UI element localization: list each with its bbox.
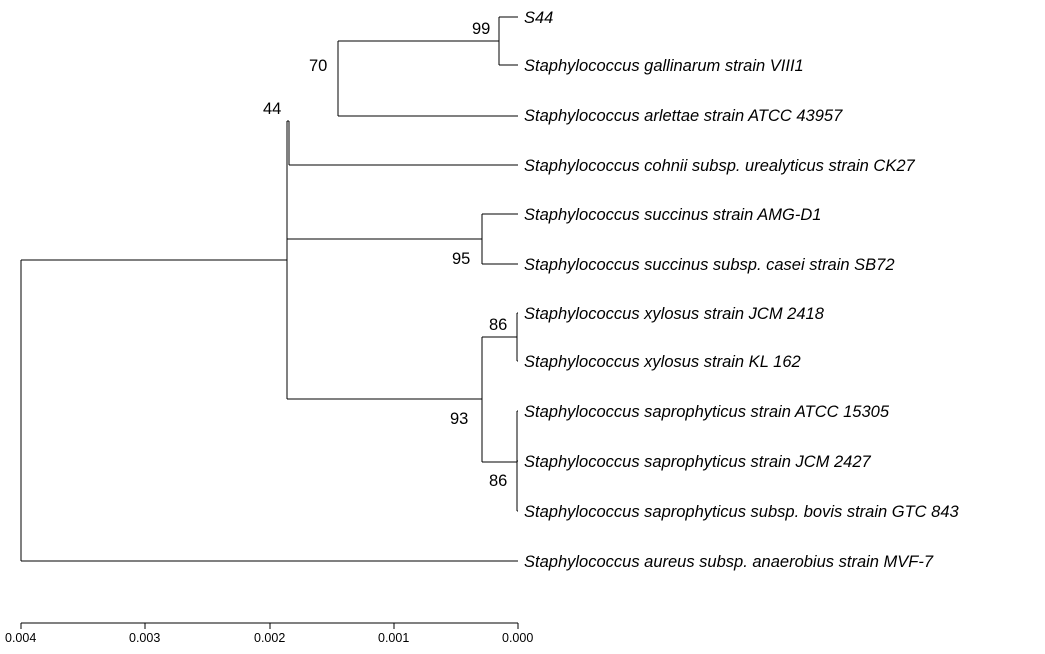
scale-label-0000: 0.000 <box>502 631 533 645</box>
bootstrap-44: 44 <box>263 100 281 118</box>
scale-label-0003: 0.003 <box>129 631 160 645</box>
taxon-label-saprophyticus-jcm: Staphylococcus saprophyticus strain JCM … <box>524 453 871 471</box>
bootstrap-95: 95 <box>452 250 470 268</box>
bootstrap-86-xylosus: 86 <box>489 316 507 334</box>
bootstrap-labels: 99 70 44 95 86 93 86 <box>263 20 507 490</box>
bootstrap-86-saprophyticus: 86 <box>489 472 507 490</box>
taxon-label-xylosus-jcm: Staphylococcus xylosus strain JCM 2418 <box>524 305 825 323</box>
taxon-label-gallinarum: Staphylococcus gallinarum strain VIII1 <box>524 57 804 75</box>
taxon-label-saprophyticus-bovis: Staphylococcus saprophyticus subsp. bovi… <box>524 503 960 521</box>
taxon-label-cohnii: Staphylococcus cohnii subsp. urealyticus… <box>524 157 916 175</box>
bootstrap-93: 93 <box>450 410 468 428</box>
bootstrap-70: 70 <box>309 57 327 75</box>
taxon-label-xylosus-kl: Staphylococcus xylosus strain KL 162 <box>524 353 801 371</box>
scale-axis: 0.004 0.003 0.002 0.001 0.000 <box>5 622 533 645</box>
tree-branches <box>20 16 518 562</box>
taxon-label-succinus-casei: Staphylococcus succinus subsp. casei str… <box>524 256 895 274</box>
taxon-label-saprophyticus-atcc: Staphylococcus saprophyticus strain ATCC… <box>524 403 890 421</box>
taxon-label-aureus: Staphylococcus aureus subsp. anaerobius … <box>524 553 934 571</box>
scale-label-0001: 0.001 <box>378 631 409 645</box>
taxon-label-arlettae: Staphylococcus arlettae strain ATCC 4395… <box>524 107 843 125</box>
taxon-label-succinus-amg: Staphylococcus succinus strain AMG-D1 <box>524 206 821 224</box>
taxon-labels: S44 Staphylococcus gallinarum strain VII… <box>524 9 960 571</box>
scale-label-0004: 0.004 <box>5 631 36 645</box>
scale-label-0002: 0.002 <box>254 631 285 645</box>
bootstrap-99: 99 <box>472 20 490 38</box>
taxon-label-s44: S44 <box>524 9 553 27</box>
